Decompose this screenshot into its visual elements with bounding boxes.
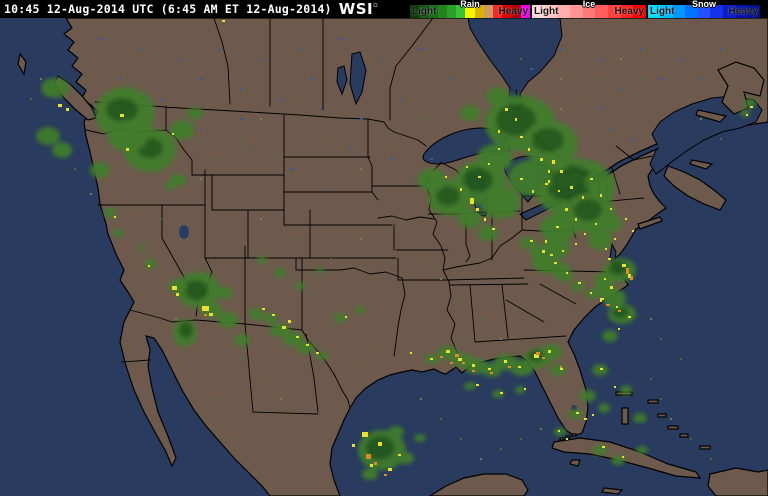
legend-color-segment [747, 4, 760, 18]
radar-precip-cell-layer [58, 20, 753, 476]
long-island [637, 216, 663, 230]
legend-color-segment [456, 4, 466, 18]
radar-map [0, 18, 768, 496]
legend-color-segment [648, 4, 661, 18]
legend-color-segment [511, 4, 521, 18]
prince-edward-island [689, 159, 714, 170]
wsi-logo: WSI▫ [338, 0, 379, 18]
legend-color-segment [620, 4, 634, 18]
legend-color-segment [502, 4, 512, 18]
legend-color-segment [428, 4, 438, 18]
lake-winnipegosis [336, 65, 348, 96]
small-lakes-dots [100, 38, 722, 190]
radar-noise-specks [30, 58, 722, 460]
legend-color-segment [582, 4, 596, 18]
legend-color-segment [493, 4, 503, 18]
hispaniola [707, 467, 768, 496]
legend-color-segment [419, 4, 429, 18]
legend-color-segment [557, 4, 571, 18]
legend-color-segment [410, 4, 420, 18]
legend-color-segment [544, 4, 558, 18]
isle-of-youth [569, 459, 581, 467]
precip-legend: Rain Light Heavy Ice Light Heavy Snow Light Heav… [410, 0, 768, 18]
wsi-logo-mark: ▫ [373, 1, 379, 9]
legend-color-segment [570, 4, 583, 18]
legend-color-segment [697, 4, 711, 18]
legend-bar-snow: Snow Light Heavy [648, 0, 760, 18]
anticosti-island [695, 109, 728, 123]
legend-color-segment [520, 4, 531, 18]
timestamp-text: 10:45 12-Aug-2014 UTC (6:45 AM ET 12-Aug… [4, 2, 332, 16]
legend-color-segment [608, 4, 621, 18]
legend-color-segment [474, 4, 484, 18]
legend-color-segment [446, 4, 457, 18]
legend-color-segment [685, 4, 698, 18]
legend-color-segment [660, 4, 673, 18]
legend-color-segment [595, 4, 609, 18]
legend-color-segment [735, 4, 748, 18]
title-bar: 10:45 12-Aug-2014 UTC (6:45 AM ET 12-Aug… [0, 0, 768, 18]
newfoundland [717, 61, 765, 115]
cuba [551, 437, 702, 479]
yucatan-landmass [428, 473, 529, 496]
haida-gwaii-island [17, 52, 27, 76]
legend-color-segment [722, 4, 736, 18]
great-salt-lake [179, 225, 189, 239]
radar-map-area [0, 18, 768, 496]
radar-precip-soft-layer [36, 78, 756, 480]
nova-scotia [663, 165, 727, 211]
legend-bar-rain: Rain Light Heavy [410, 0, 531, 18]
lake-winnipeg [349, 51, 367, 106]
legend-color-segment [710, 4, 723, 18]
legend-color-segment [465, 4, 475, 18]
legend-color-segment [532, 4, 545, 18]
legend-color-segment [483, 4, 494, 18]
legend-bar-ice: Ice Light Heavy [532, 0, 647, 18]
legend-color-segment [633, 4, 647, 18]
jamaica [601, 487, 624, 495]
gulf-of-st-lawrence [649, 95, 763, 175]
legend-color-segment [672, 4, 686, 18]
legend-color-segment [437, 4, 447, 18]
